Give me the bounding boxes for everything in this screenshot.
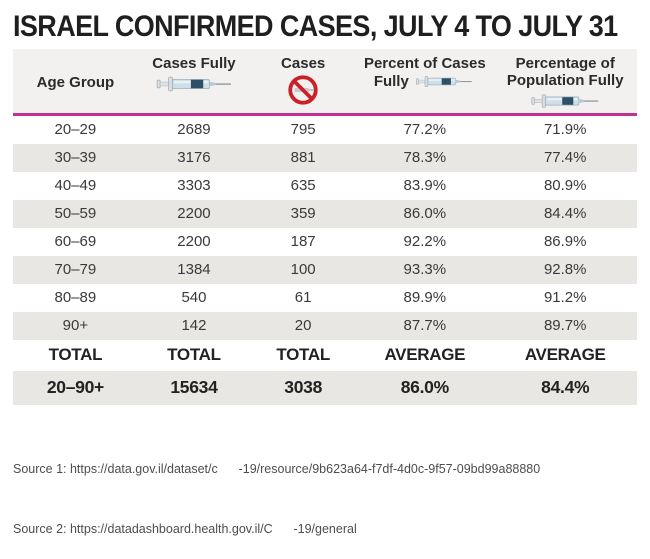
total-label: TOTAL [48,345,103,364]
population-cell: 71.9% [543,121,587,138]
percent-cell: 93.3% [403,261,447,278]
age-cell: 20–29 [54,121,97,138]
cases-fully-cell: 3176 [177,149,211,166]
cases-fully-label: Cases Fully [152,55,236,72]
cases-fully-cell: 142 [181,317,207,334]
average-percent: 86.0% [400,377,449,397]
table-row: 50–59 2200 359 86.0% 84.4% [13,199,637,228]
page-title: ISRAEL CONFIRMED CASES, JULY 4 TO JULY 3… [13,10,618,43]
cases-cell: 187 [290,233,316,250]
total-values-row: 20–90+ 15634 3038 86.0% 84.4% [13,370,637,405]
cases-cell: 20 [294,317,312,334]
percent-cell: 87.7% [403,317,447,334]
cases-fully-cell: 3303 [177,177,211,194]
cases-cell: 359 [290,205,316,222]
cases-fully-cell: 1384 [177,261,211,278]
population-cell: 91.2% [543,289,587,306]
percent-cell: 83.9% [403,177,447,194]
column-header-percent-cases-fully: Percent of Cases Fully [356,55,493,91]
population-cell: 84.4% [543,205,587,222]
average-population: 84.4% [541,377,590,397]
age-cell: 50–59 [54,205,97,222]
population-cell: 92.8% [543,261,587,278]
column-header-cases-fully-vaccinated: Cases Fully [138,55,250,94]
cases-fully-cell: 2689 [177,121,211,138]
age-cell: 80–89 [54,289,97,306]
source-2-text: Source 2: https://datadashboard.health.g… [13,521,357,536]
percent-cell: 78.3% [403,149,447,166]
table-row: 90+ 142 20 87.7% 89.7% [13,311,637,340]
percent-cell: 86.0% [403,205,447,222]
total-cases-fully: 15634 [170,377,218,397]
population-cell: 86.9% [543,233,587,250]
total-label: TOTAL [276,345,330,364]
average-label: AVERAGE [524,345,606,364]
no-vaccine-icon [288,75,318,105]
table-row: 30–39 3176 881 78.3% 77.4% [13,143,637,172]
percent-cell: 89.9% [403,289,447,306]
cases-fully-cell: 540 [181,289,207,306]
source-1-text: Source 1: https://data.gov.il/dataset/c … [13,461,541,476]
total-cases: 3038 [284,377,323,397]
table-row: 80–89 540 61 89.9% 91.2% [13,284,637,312]
total-label: TOTAL [167,345,221,364]
total-age-range: 20–90+ [46,377,104,397]
header-divider-line [13,112,637,116]
age-cell: 90+ [62,317,89,334]
population-cell: 89.7% [543,317,587,334]
table-row: 20–29 2689 795 77.2% 71.9% [13,116,637,144]
column-header-percent-population-fully: Percentage of Population Fully [493,55,637,110]
average-label: AVERAGE [384,345,466,364]
cases-cell: 881 [290,149,316,166]
population-line2: Population Fully [506,72,624,90]
age-cell: 30–39 [54,149,97,166]
table-header-row: Age Group Cases Fully Cases [13,49,637,113]
cases-cell: 61 [294,289,312,306]
cases-table: Age Group Cases Fully Cases [13,49,637,405]
column-header-age-group: Age Group [13,74,138,91]
syringe-icon [415,76,472,88]
population-line1: Percentage of [515,55,615,72]
percent-cell: 92.2% [403,233,447,250]
syringe-icon [156,76,231,92]
sources-block: Source 1: https://data.gov.il/dataset/c … [13,419,637,559]
cases-cell: 100 [290,261,316,278]
cases-cell: 635 [290,177,316,194]
total-labels-row: TOTAL TOTAL TOTAL AVERAGE AVERAGE [13,340,637,371]
cases-fully-cell: 2200 [177,205,211,222]
age-cell: 70–79 [54,261,97,278]
age-group-label: Age Group [36,73,115,91]
population-cell: 80.9% [543,177,587,194]
table-row: 40–49 3303 635 83.9% 80.9% [13,172,637,200]
table-row: 70–79 1384 100 93.3% 92.8% [13,255,637,284]
table-row: 60–69 2200 187 92.2% 86.9% [13,228,637,256]
cases-label: Cases [281,55,326,72]
syringe-icon [531,93,599,108]
cases-cell: 795 [290,121,316,138]
age-cell: 60–69 [54,233,97,250]
cases-fully-cell: 2200 [177,233,211,250]
age-cell: 40–49 [54,177,97,194]
percent-cases-line1: Percent of Cases [363,55,486,72]
percent-cell: 77.2% [403,121,447,138]
percent-cases-line2: Fully [373,73,409,91]
column-header-cases-unvaccinated: Cases [250,55,356,107]
population-cell: 77.4% [543,149,587,166]
